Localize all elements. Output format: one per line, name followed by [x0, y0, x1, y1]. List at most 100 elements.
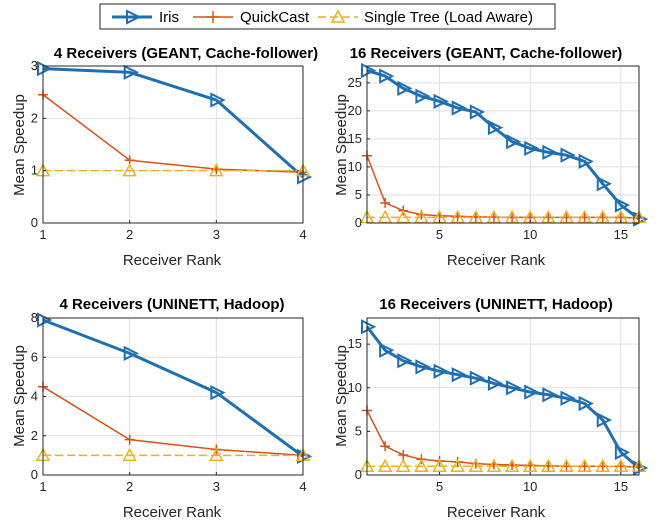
chart-ylabel: Mean Speedup — [333, 345, 350, 447]
series-line-quickcast — [366, 410, 640, 468]
chart-title: 16 Receivers (GEANT, Cache-follower) — [350, 45, 623, 62]
y-tick-label: 6 — [31, 349, 38, 364]
y-tick-label: 0 — [355, 467, 362, 482]
chart-geant-16-receivers: 16 Receivers (GEANT, Cache-follower) Rec… — [333, 45, 649, 269]
data-point-iris — [210, 384, 226, 401]
data-point-single-tree-load-aware — [559, 458, 574, 473]
data-point-iris — [451, 367, 467, 383]
chart-xlabel: Receiver Rank — [123, 252, 222, 269]
legend-box — [99, 3, 556, 30]
data-point-single-tree-load-aware — [595, 458, 610, 473]
data-point-iris — [542, 387, 558, 403]
data-point-single-tree-load-aware — [122, 447, 137, 462]
data-point-iris — [614, 444, 631, 460]
data-point-single-tree-load-aware — [541, 458, 556, 473]
data-point-single-tree-load-aware — [504, 209, 520, 224]
data-point-iris — [560, 390, 576, 406]
legend-singletree-label: Single Tree (Load Aware) — [364, 9, 533, 26]
chart-ylabel: Mean Speedup — [333, 94, 350, 196]
data-point-single-tree-load-aware — [396, 458, 411, 473]
data-point-single-tree-load-aware — [450, 209, 465, 224]
y-tick-label: 3 — [31, 58, 38, 73]
chart-ylabel: Mean Speedup — [11, 94, 28, 196]
chart-xlabel: Receiver Rank — [447, 504, 546, 521]
data-point-single-tree-load-aware — [468, 209, 484, 224]
x-tick-label: 3 — [213, 479, 220, 494]
y-tick-label: 10 — [348, 159, 362, 174]
x-tick-label: 4 — [299, 227, 306, 242]
legend-singletree-marker — [330, 9, 346, 23]
data-point-single-tree-load-aware — [522, 458, 538, 473]
data-point-iris — [415, 359, 431, 375]
x-tick-label: 1 — [39, 479, 46, 494]
data-point-iris — [379, 342, 395, 358]
y-tick-label: 0 — [31, 467, 38, 482]
x-tick-label: 1 — [39, 227, 46, 242]
x-tick-label: 10 — [523, 479, 537, 494]
data-point-single-tree-load-aware — [209, 447, 224, 462]
data-point-iris — [469, 104, 486, 120]
data-point-iris — [560, 147, 576, 163]
data-point-single-tree-load-aware — [468, 458, 484, 473]
axes-box — [366, 65, 640, 224]
x-tick-label: 15 — [614, 479, 628, 494]
data-point-iris — [524, 384, 540, 400]
chart-uninett-16-receivers: 16 Receivers (UNINETT, Hadoop) Receiver … — [333, 296, 649, 521]
data-point-iris — [210, 92, 226, 108]
data-point-single-tree-load-aware — [486, 209, 502, 224]
data-point-iris — [297, 448, 313, 464]
x-tick-label: 2 — [126, 227, 133, 242]
x-tick-label: 5 — [436, 479, 443, 494]
data-point-iris — [578, 395, 594, 412]
y-tick-label: 8 — [31, 310, 38, 325]
data-point-iris — [524, 140, 540, 157]
x-tick-label: 10 — [523, 227, 537, 242]
data-point-iris — [297, 169, 313, 185]
data-point-single-tree-load-aware — [122, 163, 137, 177]
data-point-iris — [123, 64, 139, 80]
y-tick-label: 20 — [348, 103, 362, 118]
series-line-iris — [42, 67, 304, 179]
data-point-single-tree-load-aware — [595, 209, 610, 224]
data-point-single-tree-load-aware — [577, 209, 592, 224]
data-point-single-tree-load-aware — [432, 458, 447, 473]
data-point-single-tree-load-aware — [541, 209, 556, 224]
data-point-single-tree-load-aware — [577, 458, 592, 473]
data-point-quickcast — [380, 197, 391, 208]
y-tick-label: 4 — [31, 389, 38, 404]
axes-box — [42, 65, 304, 224]
data-point-iris — [542, 144, 558, 160]
data-point-single-tree-load-aware — [486, 458, 502, 473]
data-point-iris — [123, 345, 139, 361]
legend: Iris QuickCast Single Tree (Load Aware) — [99, 3, 556, 30]
series-line-iris — [42, 318, 304, 458]
legend-iris-marker — [126, 9, 142, 25]
data-point-iris — [361, 62, 377, 79]
x-tick-label: 15 — [614, 227, 628, 242]
data-point-single-tree-load-aware — [377, 458, 393, 473]
y-tick-label: 0 — [31, 215, 38, 230]
data-point-quickcast — [452, 456, 463, 467]
y-tick-label: 25 — [348, 75, 362, 90]
y-tick-label: 0 — [355, 215, 362, 230]
data-point-single-tree-load-aware — [414, 209, 429, 224]
y-tick-label: 15 — [348, 131, 362, 146]
data-point-iris — [397, 80, 413, 97]
y-tick-label: 5 — [355, 423, 362, 438]
data-point-iris — [37, 312, 53, 328]
data-point-single-tree-load-aware — [209, 163, 224, 177]
data-point-single-tree-load-aware — [450, 458, 465, 473]
data-point-iris — [578, 153, 594, 169]
chart-geant-4-receivers: 4 Receivers (GEANT, Cache-follower) Rece… — [11, 45, 318, 269]
data-point-single-tree-load-aware — [613, 458, 629, 473]
y-tick-label: 15 — [348, 336, 362, 351]
y-tick-label: 2 — [31, 110, 38, 125]
data-point-iris — [614, 197, 631, 213]
y-tick-label: 2 — [31, 428, 38, 443]
data-point-quickcast — [380, 441, 391, 452]
data-point-iris — [487, 375, 504, 392]
axes-box — [366, 317, 640, 476]
x-tick-label: 2 — [126, 479, 133, 494]
data-point-iris — [451, 100, 467, 116]
data-point-iris — [433, 93, 449, 109]
